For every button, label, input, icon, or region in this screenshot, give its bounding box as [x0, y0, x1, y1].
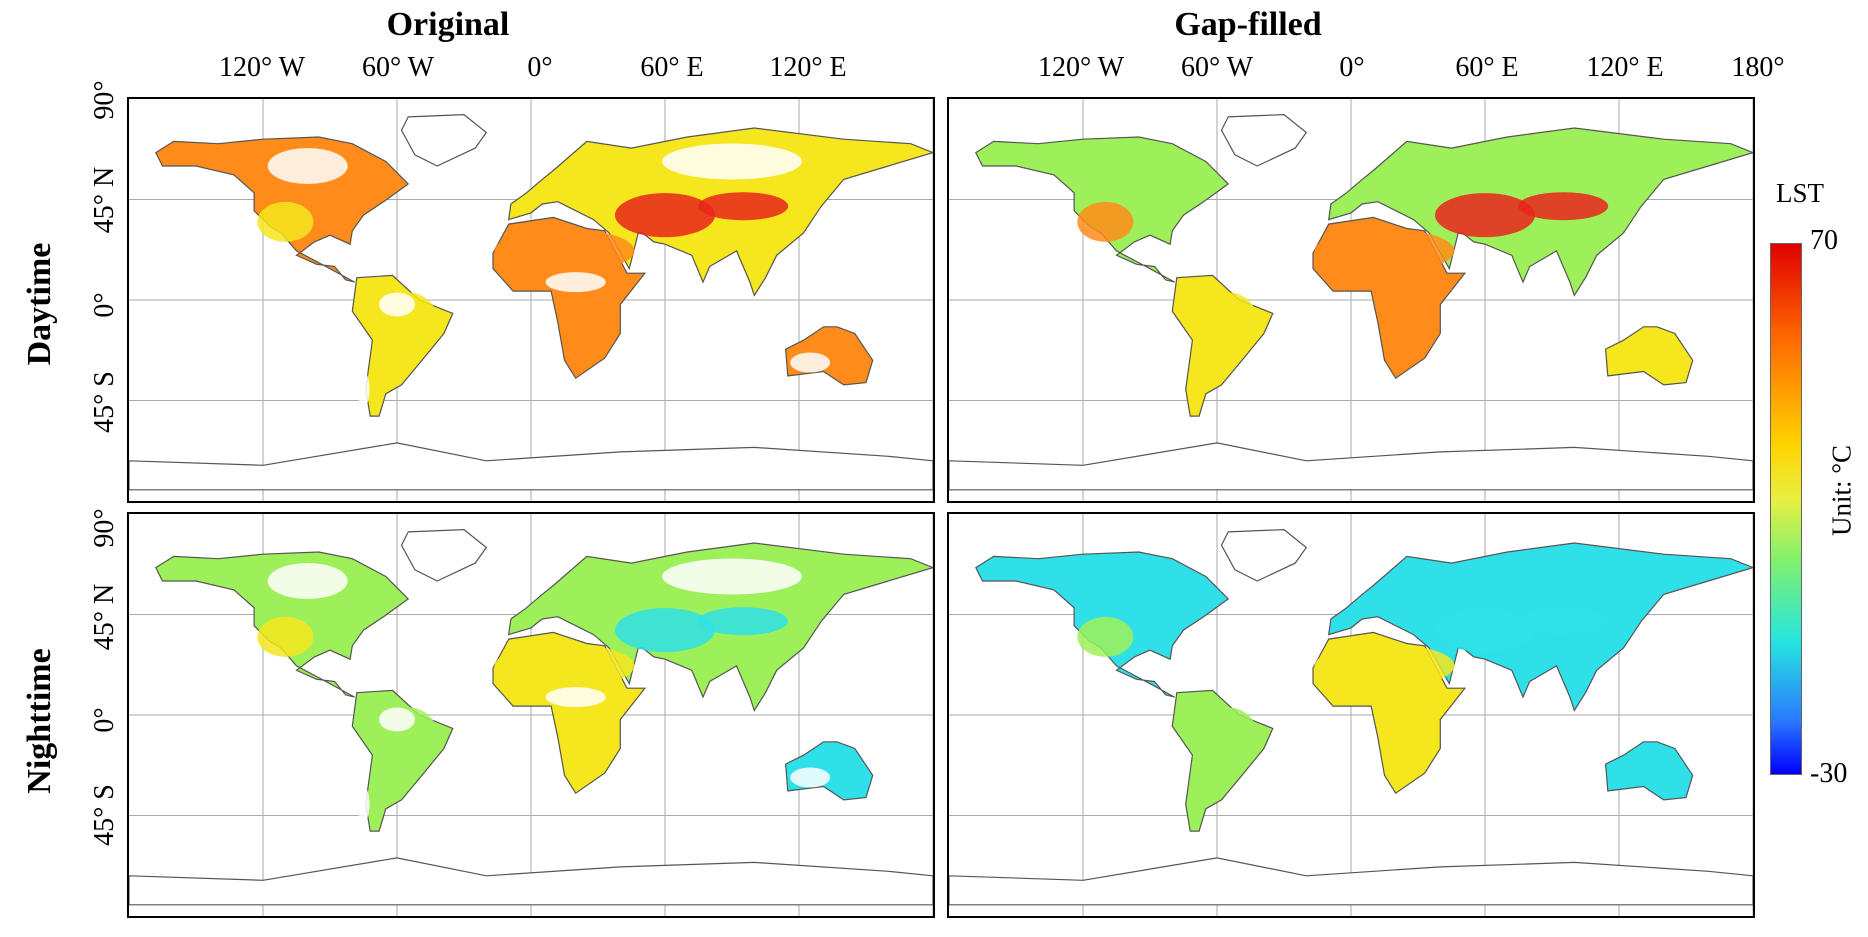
lon-label: 120° W — [1037, 52, 1125, 83]
column-title-gapfilled: Gap-filled — [1174, 6, 1322, 43]
lat-label: 45° N — [89, 166, 120, 234]
missing-data-gap — [379, 707, 415, 732]
region-east-asia-interior — [698, 192, 789, 221]
region-east-asia-interior — [1518, 192, 1609, 221]
region-sahara — [494, 228, 635, 273]
landmass-antarctica — [949, 857, 1753, 906]
lon-label: 180° — [1731, 52, 1785, 83]
lon-label: 60° W — [361, 52, 435, 83]
missing-data-gap — [662, 143, 802, 180]
region-east-asia-interior — [1518, 607, 1609, 636]
region-amazon — [1198, 707, 1259, 768]
region-sw-north-america — [1077, 616, 1134, 657]
world-map — [129, 514, 933, 916]
region-central-asia — [615, 193, 715, 238]
map-panel-original-nighttime — [127, 512, 935, 918]
column-title-original: Original — [386, 6, 510, 43]
missing-data-gap — [267, 148, 348, 184]
region-sw-north-america — [1077, 201, 1134, 242]
lat-label: 45° S — [89, 371, 120, 433]
lon-label: 0° — [527, 52, 553, 83]
landmass-antarctica — [129, 442, 933, 491]
missing-data-gap — [662, 558, 802, 595]
lat-label: 0° — [89, 292, 120, 318]
landmass-australia — [1604, 741, 1694, 801]
legend-unit-label: Unit: °C — [1826, 444, 1857, 537]
map-panel-gapfilled-daytime — [947, 97, 1755, 503]
lat-label: 90° — [89, 508, 120, 548]
row-title-daytime: Daytime — [21, 242, 58, 366]
missing-data-gap — [267, 563, 348, 599]
lon-label: 120° E — [769, 52, 847, 83]
colorbar — [1770, 243, 1802, 775]
world-map — [949, 99, 1753, 501]
world-map — [949, 514, 1753, 916]
region-sw-north-america — [257, 201, 314, 242]
row-title-nighttime: Nighttime — [21, 648, 58, 794]
legend-max-label: 70 — [1810, 225, 1838, 256]
region-east-asia-interior — [698, 607, 789, 636]
landmass-greenland — [1220, 528, 1308, 582]
region-amazon — [1198, 292, 1259, 353]
region-sw-north-america — [257, 616, 314, 657]
landmass-antarctica — [949, 442, 1753, 491]
region-sahara — [1314, 228, 1455, 273]
legend-title: LST — [1776, 178, 1825, 208]
lat-label: 45° N — [89, 583, 120, 651]
region-central-asia — [615, 608, 715, 653]
missing-data-gap — [790, 352, 831, 373]
landmass-greenland — [400, 528, 488, 582]
lat-label: 90° — [89, 80, 120, 120]
missing-data-gap — [357, 371, 370, 408]
region-central-asia — [1435, 608, 1535, 653]
lon-label: 120° W — [218, 52, 306, 83]
landmass-greenland — [400, 113, 488, 167]
lon-label: 120° E — [1586, 52, 1664, 83]
missing-data-gap — [790, 767, 831, 788]
landmass-greenland — [1220, 113, 1308, 167]
missing-data-gap — [357, 786, 370, 823]
lat-label: 45° S — [89, 784, 120, 846]
missing-data-gap — [379, 292, 415, 317]
landmass-australia — [1604, 326, 1694, 386]
missing-data-gap — [545, 272, 606, 293]
region-sahara — [494, 643, 635, 688]
landmass-antarctica — [129, 857, 933, 906]
lon-label: 0° — [1339, 52, 1365, 83]
region-central-asia — [1435, 193, 1535, 238]
legend-min-label: -30 — [1810, 758, 1848, 789]
missing-data-gap — [545, 687, 606, 708]
lat-label: 0° — [89, 707, 120, 733]
lon-label: 60° W — [1180, 52, 1254, 83]
world-map — [129, 99, 933, 501]
lon-label: 60° E — [1455, 52, 1519, 83]
map-panel-gapfilled-nighttime — [947, 512, 1755, 918]
map-panel-original-daytime — [127, 97, 935, 503]
lon-label: 60° E — [640, 52, 704, 83]
region-sahara — [1314, 643, 1455, 688]
